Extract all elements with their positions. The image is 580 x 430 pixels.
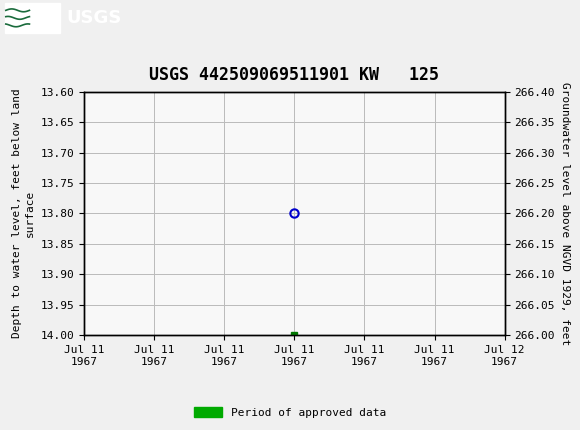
Text: USGS: USGS	[67, 9, 122, 27]
Title: USGS 442509069511901 KW   125: USGS 442509069511901 KW 125	[150, 67, 440, 84]
FancyBboxPatch shape	[5, 3, 60, 33]
Y-axis label: Depth to water level, feet below land
surface: Depth to water level, feet below land su…	[12, 89, 35, 338]
Legend: Period of approved data: Period of approved data	[190, 402, 390, 422]
Y-axis label: Groundwater level above NGVD 1929, feet: Groundwater level above NGVD 1929, feet	[560, 82, 570, 345]
